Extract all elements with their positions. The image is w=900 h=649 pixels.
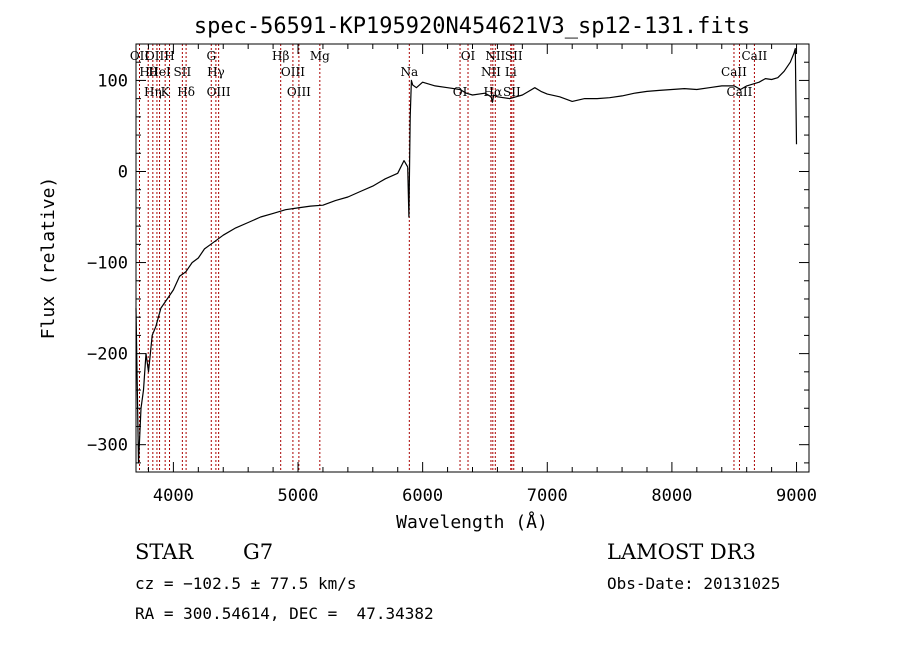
line-marker-label: H — [164, 49, 174, 63]
line-marker-label: Hθ — [139, 65, 157, 79]
y-axis-label: Flux (relative) — [38, 177, 59, 340]
line-marker-label: CaII — [741, 49, 767, 63]
plot-frame — [135, 43, 810, 473]
line-marker-label: HeI — [148, 65, 171, 79]
observation-date: Obs-Date: 20131025 — [607, 574, 781, 593]
x-tick-label: 9000 — [776, 486, 817, 506]
line-marks-layer — [138, 44, 755, 472]
line-marker-label: G — [206, 49, 216, 63]
survey-name: LAMOST DR3 — [607, 540, 756, 564]
x-tick-label: 7000 — [527, 486, 568, 506]
line-marker-label: CaII — [721, 65, 747, 79]
line-marker-label: Li — [505, 65, 517, 79]
line-marker-label: OI — [461, 49, 476, 63]
line-marker-label: SII — [505, 49, 523, 63]
line-marker-label: Mg — [310, 49, 330, 63]
x-axis-label: Wavelength (Å) — [396, 511, 548, 533]
line-marker-label: Hβ — [272, 49, 289, 63]
y-tick-label: −200 — [87, 345, 128, 365]
object-class: STAR — [135, 540, 194, 564]
redshift-cz: cz = −102.5 ± 77.5 km/s — [135, 574, 357, 593]
line-marker-label: OII — [130, 49, 150, 63]
y-tick-label: −300 — [87, 436, 128, 456]
line-marker-label: OIII — [281, 65, 305, 79]
chart-title: spec-56591-KP195920N454621V3_sp12-131.fi… — [194, 14, 750, 39]
line-marker-label: NII — [485, 49, 505, 63]
line-marker-label: Hγ — [207, 65, 225, 79]
line-marker-label: OIII — [287, 85, 311, 99]
y-tick-label: −100 — [87, 254, 128, 274]
line-marker-label: SII — [503, 85, 521, 99]
x-tick-label: 5000 — [278, 486, 319, 506]
x-tick-label: 8000 — [651, 486, 692, 506]
spectrum-layer — [135, 47, 798, 464]
line-marker-label: NII — [481, 65, 501, 79]
line-marker-label: OIII — [207, 85, 231, 99]
line-marker-label: CaII — [727, 85, 753, 99]
object-subclass: G7 — [243, 540, 274, 564]
line-marker-label: SII — [174, 65, 192, 79]
x-tick-label: 4000 — [153, 486, 194, 506]
line-marker-label: Na — [400, 65, 418, 79]
line-marker-label: Hη — [144, 85, 162, 99]
y-tick-label: 0 — [118, 162, 128, 182]
line-labels-layer: OIIHθHηOIIIHeIKHSIIHδGHγOIIIHβOIIIOIIIMg… — [130, 49, 768, 99]
x-tick-label: 6000 — [402, 486, 443, 506]
line-marker-label: Hδ — [177, 85, 195, 99]
spectrum-line — [135, 47, 798, 464]
y-tick-label: 100 — [97, 71, 128, 91]
line-marker-label: K — [161, 85, 171, 99]
coordinates: RA = 300.54614, DEC = 47.34382 — [135, 604, 434, 623]
line-marker-label: OIII — [145, 49, 169, 63]
axes-layer: 4000 5000 6000 7000 8000 9000 −300 −200 −100 0 100 — [87, 43, 817, 506]
